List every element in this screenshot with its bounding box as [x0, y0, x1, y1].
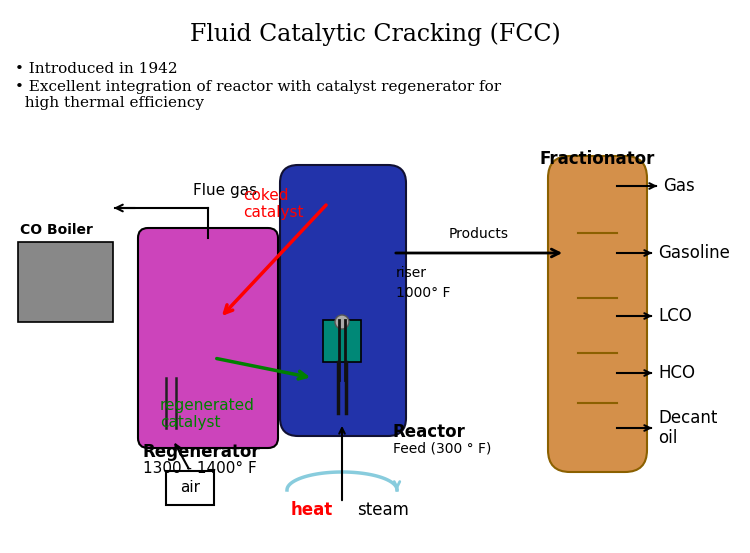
Text: 1300 - 1400° F: 1300 - 1400° F	[143, 461, 256, 476]
Text: Decant
oil: Decant oil	[658, 409, 717, 447]
Text: • Excellent integration of reactor with catalyst regenerator for
  high thermal : • Excellent integration of reactor with …	[15, 80, 501, 110]
FancyBboxPatch shape	[18, 242, 113, 322]
Text: HCO: HCO	[658, 364, 695, 382]
Text: regenerated
catalyst: regenerated catalyst	[160, 398, 255, 430]
Text: Flue gas: Flue gas	[193, 183, 257, 198]
FancyBboxPatch shape	[138, 228, 278, 448]
Text: LCO: LCO	[658, 307, 692, 325]
Text: Fractionator: Fractionator	[540, 150, 656, 168]
Text: coked
catalyst: coked catalyst	[243, 188, 304, 221]
FancyBboxPatch shape	[280, 165, 406, 436]
Text: Feed (300 ° F): Feed (300 ° F)	[393, 441, 491, 455]
Text: Regenerator: Regenerator	[143, 443, 261, 461]
Text: heat: heat	[291, 501, 333, 519]
Text: air: air	[180, 481, 200, 495]
Text: Products: Products	[449, 227, 509, 241]
Text: Gas: Gas	[663, 177, 694, 195]
Text: CO Boiler: CO Boiler	[20, 223, 93, 237]
FancyBboxPatch shape	[548, 156, 647, 472]
FancyBboxPatch shape	[323, 320, 361, 362]
Text: steam: steam	[357, 501, 409, 519]
Text: riser: riser	[396, 266, 427, 280]
FancyBboxPatch shape	[166, 471, 214, 505]
Text: Reactor: Reactor	[393, 423, 466, 441]
Text: 1000° F: 1000° F	[396, 286, 451, 300]
Text: • Introduced in 1942: • Introduced in 1942	[15, 62, 178, 76]
Circle shape	[335, 315, 349, 329]
Text: Fluid Catalytic Cracking (FCC): Fluid Catalytic Cracking (FCC)	[190, 22, 560, 45]
Text: Gasoline: Gasoline	[658, 244, 730, 262]
